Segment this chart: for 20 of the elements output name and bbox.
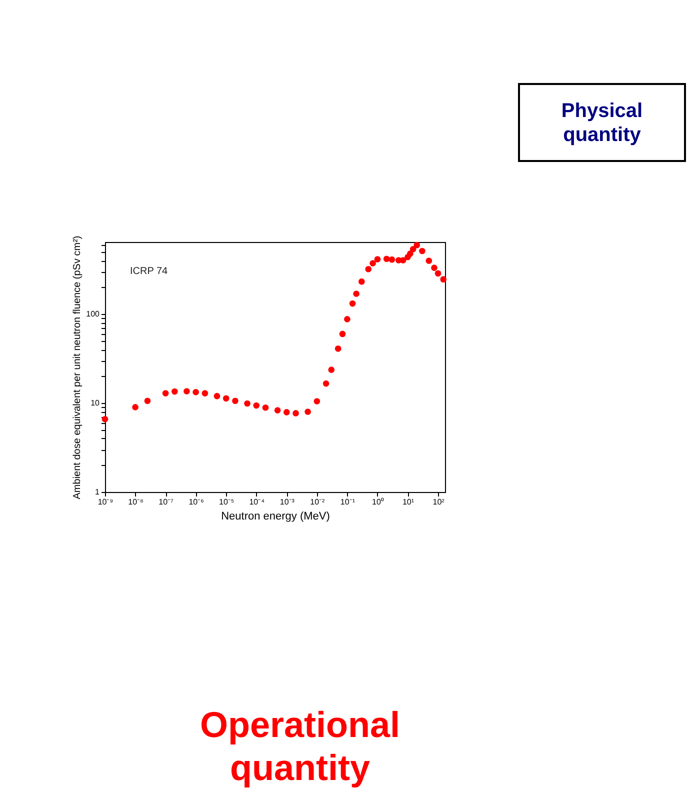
y-tick-label: 100 xyxy=(86,310,100,319)
x-tick-label: 10⁻³ xyxy=(280,498,295,506)
x-axis-title: Neutron energy (MeV) xyxy=(221,510,330,522)
x-tick-label: 10⁻¹ xyxy=(340,498,356,506)
text: Operational quantity xyxy=(200,704,400,788)
x-tick-label: 10⁻² xyxy=(310,498,326,506)
x-tick-label: 10² xyxy=(432,498,445,506)
x-tick-label: 10⁻⁴ xyxy=(249,498,266,506)
x-tick-label: 10⁻⁷ xyxy=(158,498,174,506)
x-tick-label: 10⁻⁹ xyxy=(98,498,114,506)
y-tick-label: 1 xyxy=(95,488,100,496)
annotation: ICRP 74 xyxy=(130,266,168,277)
text: Physical quantity xyxy=(561,100,643,146)
y-axis-title: Ambient dose equivalent per unit neutron fluence (pSv cm²) xyxy=(72,236,84,500)
y-tick-label: 10 xyxy=(90,398,100,408)
x-tick-label: 10⁻⁸ xyxy=(128,498,144,506)
x-tick-label: 10⁰ xyxy=(372,498,384,506)
x-tick-label: 10⁻⁶ xyxy=(188,498,204,506)
x-tick-label: 10⁻⁵ xyxy=(218,498,234,506)
x-tick-label: 10¹ xyxy=(402,498,414,506)
